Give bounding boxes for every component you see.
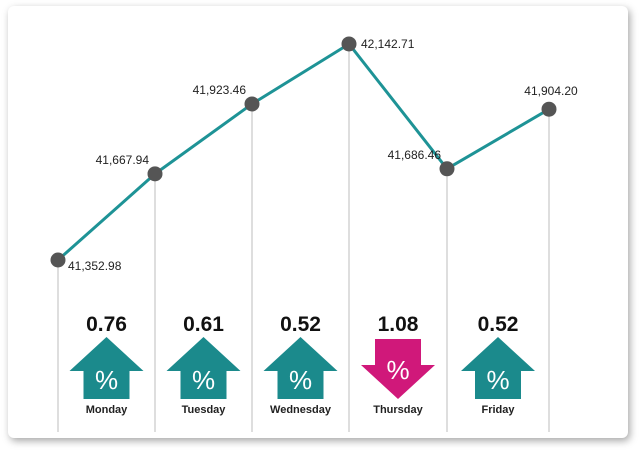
data-label: 42,142.71 bbox=[361, 37, 415, 51]
data-point bbox=[244, 96, 260, 112]
arrow-down-icon bbox=[361, 339, 435, 399]
percent-change: 1.08 bbox=[378, 313, 419, 336]
arrow-up-icon bbox=[166, 337, 241, 399]
percent-symbol: % bbox=[486, 365, 509, 395]
arrow-up-icon bbox=[263, 337, 338, 399]
data-label: 41,904.20 bbox=[524, 84, 578, 98]
data-point bbox=[439, 161, 455, 177]
data-label: 41,667.94 bbox=[96, 153, 150, 167]
series-line bbox=[57, 42, 550, 262]
percent-change: 0.61 bbox=[183, 313, 224, 336]
percent-symbol: % bbox=[386, 355, 409, 385]
percent-symbol: % bbox=[289, 365, 312, 395]
data-label: 41,686.46 bbox=[388, 148, 442, 162]
day-label: Friday bbox=[481, 404, 515, 416]
data-label: 41,923.46 bbox=[193, 83, 247, 97]
percent-change: 0.52 bbox=[280, 313, 321, 336]
percent-symbol: % bbox=[95, 365, 118, 395]
day-label: Monday bbox=[86, 404, 128, 416]
day-label: Tuesday bbox=[182, 404, 227, 416]
percent-change: 0.76 bbox=[86, 313, 127, 336]
percent-symbol: % bbox=[192, 365, 215, 395]
data-point bbox=[541, 101, 557, 117]
percent-change: 0.52 bbox=[478, 313, 519, 336]
day-label: Thursday bbox=[373, 404, 423, 416]
arrow-up-icon bbox=[69, 337, 144, 399]
data-point bbox=[50, 252, 66, 268]
data-point bbox=[341, 36, 357, 52]
arrow-up-icon bbox=[461, 337, 535, 399]
data-label: 41,352.98 bbox=[68, 259, 122, 273]
data-point bbox=[147, 166, 163, 182]
day-label: Wednesday bbox=[270, 404, 332, 416]
